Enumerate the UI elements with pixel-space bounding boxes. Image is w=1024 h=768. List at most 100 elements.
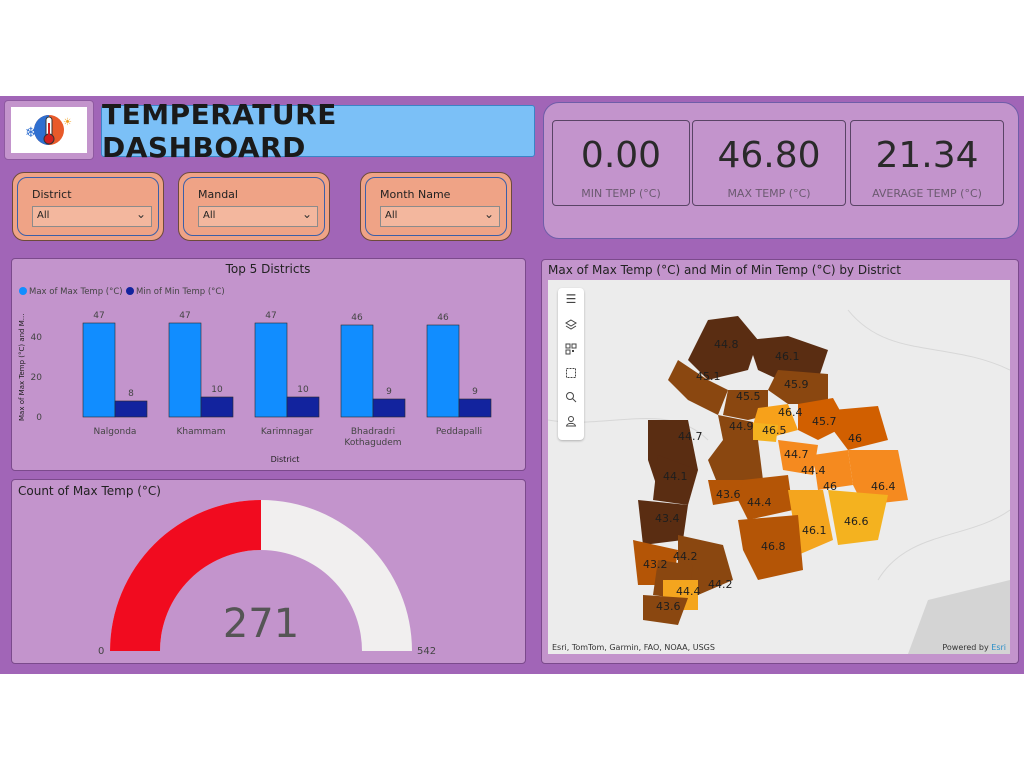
- kpi-min-temp-label: MIN TEMP (°C): [581, 187, 661, 200]
- district-region: [748, 336, 828, 384]
- top-districts-chart: Top 5 Districts Max of Max Temp (°C) Min…: [18, 262, 492, 464]
- gauge-panel: Count of Max Temp (°C) 271 0 542: [11, 479, 526, 664]
- district-region: [653, 455, 698, 505]
- district-region: [768, 370, 828, 404]
- gauge-max-label: 542: [417, 646, 436, 657]
- menu-icon[interactable]: ☰: [565, 292, 577, 306]
- bar-max-temp: [254, 322, 288, 418]
- select-box-icon[interactable]: [558, 364, 584, 384]
- kpi-max-temp-label: MAX TEMP (°C): [727, 187, 811, 200]
- region-label: 44.4: [747, 496, 772, 509]
- region-label: 43.6: [656, 600, 681, 613]
- y-tick-label: 40: [31, 333, 43, 343]
- bar-min-temp: [458, 398, 492, 418]
- region-label: 44.7: [678, 430, 703, 443]
- district-region: [738, 515, 803, 580]
- district-map: 44.8 46.1 45.1 45.9 45.5 46.4 46.5 44.9 …: [548, 309, 1010, 654]
- region-label: 46.1: [775, 350, 800, 363]
- y-tick-label: 20: [31, 373, 43, 383]
- month-dropdown[interactable]: All ⌄: [380, 206, 500, 227]
- district-region: [708, 440, 763, 485]
- slicer-month: Month Name All ⌄: [360, 172, 512, 241]
- kpi-group: 0.00 MIN TEMP (°C) 46.80 MAX TEMP (°C) 2…: [543, 102, 1019, 239]
- region-label: 46.4: [778, 406, 803, 419]
- region-label: 44.4: [801, 464, 826, 477]
- bar-min-temp: [114, 400, 148, 418]
- x-tick-label: Peddapalli: [436, 427, 482, 437]
- bar-max-temp: [168, 322, 202, 418]
- district-region: [778, 440, 818, 475]
- title-banner: TEMPERATURE DASHBOARD: [101, 98, 535, 164]
- district-region: [718, 415, 753, 440]
- thermometer-logo-icon: ❄ ☀: [25, 115, 72, 145]
- legend-min-label: Min of Min Temp (°C): [136, 287, 225, 297]
- dashboard-canvas: ❄ ☀ TEMPERATURE DASHBOARD District All ⌄…: [0, 96, 1024, 674]
- bar-value-label: 10: [211, 385, 223, 395]
- bar-value-label: 9: [472, 387, 478, 397]
- map-attribution: Esri, TomTom, Garmin, FAO, NOAA, USGS: [552, 643, 715, 652]
- bar-value-label: 9: [386, 387, 392, 397]
- region-label: 45.5: [736, 390, 761, 403]
- bar-min-temp: [200, 396, 234, 418]
- region-label: 46.4: [871, 480, 896, 493]
- region-label: 46: [823, 480, 837, 493]
- mandal-dropdown[interactable]: All ⌄: [198, 206, 318, 227]
- district-region: [638, 500, 688, 545]
- search-icon[interactable]: [558, 388, 584, 408]
- logo-panel: ❄ ☀: [4, 100, 94, 160]
- bar-min-temp: [286, 396, 320, 418]
- bar-value-label: 8: [128, 389, 134, 399]
- gauge-min-label: 0: [98, 646, 104, 657]
- slicer-month-label: Month Name: [380, 188, 451, 201]
- x-tick-label: Bhadradri: [351, 427, 395, 437]
- chevron-down-icon: ⌄: [483, 207, 494, 221]
- district-region: [738, 475, 793, 520]
- slicer-month-frame: Month Name All ⌄: [365, 177, 507, 236]
- bar-min-temp: [372, 398, 406, 418]
- map-area[interactable]: 44.8 46.1 45.1 45.9 45.5 46.4 46.5 44.9 …: [548, 280, 1010, 654]
- region-label: 45.9: [784, 378, 809, 391]
- district-region: [668, 360, 728, 415]
- region-label: 45.7: [812, 415, 837, 428]
- layers-icon[interactable]: [558, 316, 584, 336]
- bar-value-label: 10: [297, 385, 309, 395]
- district-region: [833, 406, 888, 450]
- map-toolbar: ☰: [558, 288, 584, 440]
- map-title: Max of Max Temp (°C) and Min of Min Temp…: [548, 263, 901, 277]
- gauge-chart: 271 0 542: [98, 500, 436, 657]
- bar-value-label: 47: [93, 311, 104, 321]
- chevron-down-icon: ⌄: [301, 207, 312, 221]
- month-dropdown-value: All: [385, 210, 398, 221]
- region-label: 46.5: [762, 424, 787, 437]
- qr-icon[interactable]: [558, 340, 584, 360]
- district-region: [643, 595, 688, 625]
- region-label: 44.1: [663, 470, 688, 483]
- slicer-district-label: District: [32, 188, 72, 201]
- district-region: [828, 490, 888, 545]
- slicer-district-frame: District All ⌄: [17, 177, 159, 236]
- y-axis-label: Max of Max Temp (°C) and M...: [18, 314, 26, 421]
- slicer-mandal-label: Mandal: [198, 188, 238, 201]
- district-dropdown[interactable]: All ⌄: [32, 206, 152, 227]
- district-region: [848, 450, 908, 505]
- district-region: [748, 422, 778, 442]
- region-label: 44.9: [729, 420, 754, 433]
- legend-min-swatch: [126, 287, 134, 295]
- chevron-down-icon: ⌄: [135, 207, 146, 221]
- chart-title: Top 5 Districts: [225, 262, 311, 276]
- region-label: 43.6: [716, 488, 741, 501]
- svg-text:☀: ☀: [63, 117, 72, 128]
- x-tick-label: Kothagudem: [344, 438, 401, 448]
- powered-by[interactable]: Powered by Esri: [942, 643, 1006, 652]
- gauge-fill: [110, 500, 261, 651]
- region-label: 44.2: [673, 550, 698, 563]
- region-label: 44.2: [708, 578, 733, 591]
- gauge-title: Count of Max Temp (°C): [18, 484, 161, 498]
- bar-max-temp: [340, 324, 374, 418]
- region-label: 45.1: [696, 370, 721, 383]
- bar-value-label: 46: [437, 313, 449, 323]
- page-title: TEMPERATURE DASHBOARD: [102, 98, 337, 164]
- region-label: 46.6: [844, 515, 869, 528]
- user-icon[interactable]: [558, 412, 584, 432]
- district-dropdown-value: All: [37, 210, 50, 221]
